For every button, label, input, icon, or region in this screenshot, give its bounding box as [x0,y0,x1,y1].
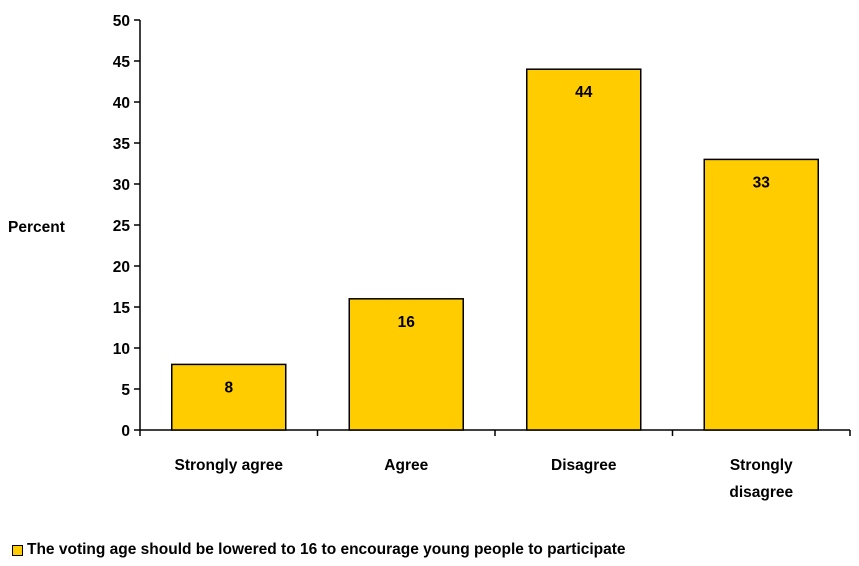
y-tick-label: 20 [113,259,130,276]
x-tick-label: Disagree [551,457,617,474]
x-tick-label: Agree [384,457,428,474]
x-tick-label: Strongly agree [174,457,283,474]
y-tick-label: 35 [113,136,131,153]
bar [348,298,464,431]
y-tick-label: 25 [113,218,131,235]
y-tick-label: 45 [113,54,131,71]
y-tick-label: 40 [113,95,130,112]
bars [171,68,819,431]
y-tick-label: 0 [121,423,130,440]
x-axis: Strongly agree Agree Disagree Strongly disag… [139,429,851,501]
y-tick-label: 30 [113,177,130,194]
y-tick-label: 10 [113,341,130,358]
bar [703,158,819,431]
x-tick-label: Strongly disagree [729,457,793,501]
legend: The voting age should be lowered to 16 t… [12,541,626,559]
y-tick-label: 50 [113,13,130,30]
data-labels: 8 16 44 33 [224,84,770,396]
y-tick-label: 5 [121,382,130,399]
y-tick-label: 15 [113,300,131,317]
y-axis: 0 5 10 15 20 25 30 35 40 45 50 [113,13,141,440]
bar [526,68,642,431]
legend-swatch [12,544,23,556]
legend-label: The voting age should be lowered to 16 t… [27,541,626,558]
data-label: 8 [224,379,233,396]
data-label: 33 [753,174,771,191]
data-label: 16 [398,314,416,331]
data-label: 44 [575,84,593,101]
bar [171,363,287,431]
y-axis-title: Percent [8,219,65,236]
